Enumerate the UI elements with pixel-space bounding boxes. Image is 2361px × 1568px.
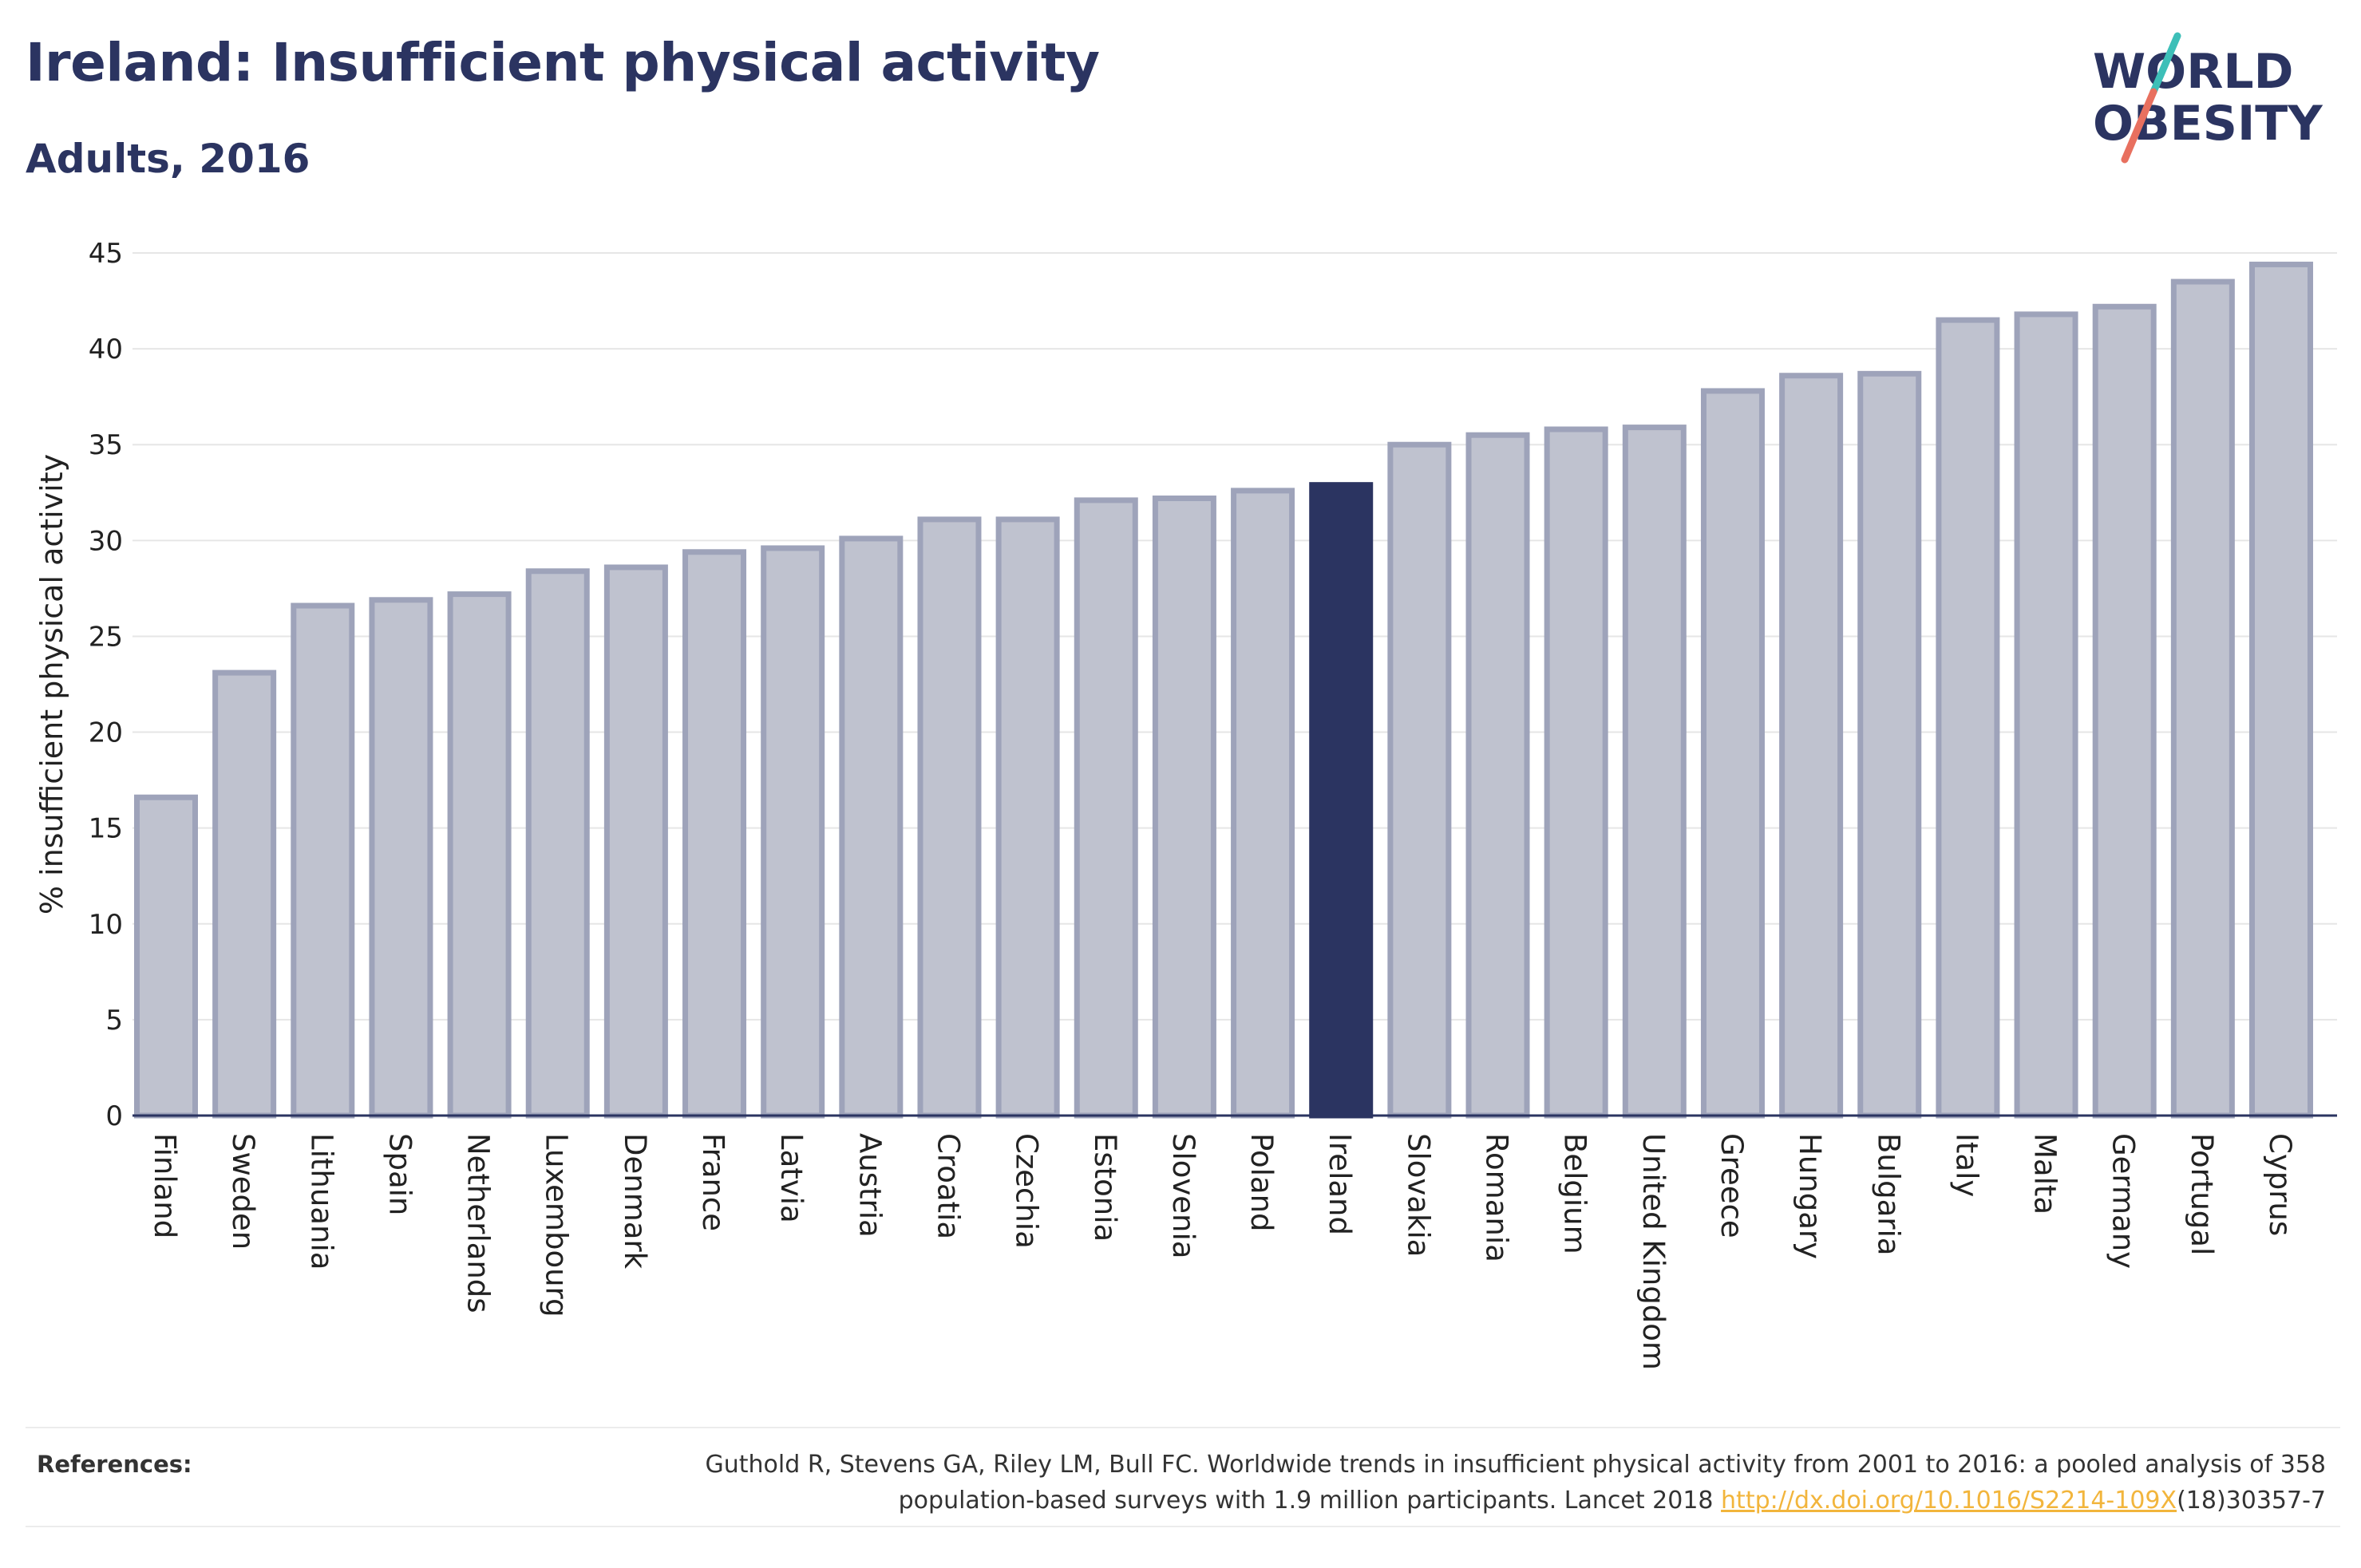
bar <box>839 535 904 1119</box>
bar-chart: 0 5 10 15 20 25 30 35 40 45 % insufficient physica… <box>34 238 2337 1370</box>
x-tick-label: Latvia <box>774 1133 809 1223</box>
bar <box>1544 426 1608 1119</box>
x-tick-label: Poland <box>1244 1133 1279 1232</box>
x-tick-label: Italy <box>1949 1133 1983 1197</box>
bar <box>603 564 668 1119</box>
bar <box>1231 488 1295 1119</box>
footer-divider-bottom <box>26 1526 2340 1527</box>
bar <box>1465 432 1530 1119</box>
y-tick-label: 5 <box>105 1005 123 1037</box>
bar <box>2092 303 2157 1119</box>
x-tick-label: Bulgaria <box>1871 1133 1905 1255</box>
footer-divider-top <box>26 1427 2340 1428</box>
bar <box>1622 425 1687 1119</box>
logo-slash-teal <box>2149 32 2181 96</box>
references-line2: population-based surveys with 1.9 millio… <box>898 1487 1722 1515</box>
bar <box>995 516 1060 1119</box>
bar-highlighted <box>1309 482 1374 1119</box>
x-tick-label: Belgium <box>1558 1133 1592 1254</box>
references-line1: Guthold R, Stevens GA, Riley LM, Bull FC… <box>705 1451 2326 1479</box>
x-tick-label: Croatia <box>931 1133 965 1239</box>
bar <box>1857 370 1922 1119</box>
x-tick-label: Portugal <box>2185 1133 2219 1255</box>
bar <box>1779 373 1844 1119</box>
y-tick-label: 30 <box>89 525 123 557</box>
x-tick-label: Denmark <box>618 1133 652 1270</box>
references-label: References: <box>37 1451 192 1478</box>
references-line2-end: (18)30357-7 <box>2177 1487 2326 1515</box>
y-tick-label: 40 <box>89 334 123 365</box>
x-tick-label: Netherlands <box>461 1133 496 1313</box>
references-doi-link[interactable]: http://dx.doi.org/10.1016/S2214-109X <box>1721 1487 2177 1515</box>
x-tick-label: United Kingdom <box>1636 1133 1671 1370</box>
bar <box>525 568 590 1119</box>
bar <box>212 669 277 1119</box>
x-tick-label: Germany <box>2106 1133 2141 1269</box>
bar <box>134 794 198 1119</box>
logo-slash-coral <box>2121 88 2157 164</box>
x-tick-label: Luxembourg <box>540 1133 574 1317</box>
bar <box>2170 278 2235 1119</box>
x-tick-label: Hungary <box>1793 1133 1827 1259</box>
y-tick-label: 0 <box>105 1100 123 1132</box>
bar <box>369 597 433 1119</box>
x-tick-label: Greece <box>1714 1133 1749 1238</box>
bar <box>1152 495 1216 1119</box>
x-tick-label: Finland <box>148 1133 182 1238</box>
y-tick-label: 25 <box>89 621 123 653</box>
logo-text-world: WORLD <box>2093 44 2293 100</box>
chart-title: Ireland: Insufficient physical activity <box>26 32 1100 93</box>
x-tick-label: Sweden <box>226 1133 260 1250</box>
y-tick-label: 10 <box>89 909 123 941</box>
y-tick-label: 45 <box>89 238 123 270</box>
y-tick-label: 15 <box>89 813 123 845</box>
world-obesity-logo: WORLD OBESITY <box>2093 32 2323 164</box>
x-tick-label: Romania <box>1480 1133 1514 1262</box>
x-tick-label: Slovakia <box>1401 1133 1435 1257</box>
x-tick-label: Czechia <box>1010 1133 1044 1249</box>
bar <box>917 516 982 1119</box>
x-tick-label: Estonia <box>1088 1133 1122 1242</box>
bar <box>1700 388 1765 1119</box>
x-tick-label: Austria <box>852 1133 887 1238</box>
bar <box>291 602 355 1119</box>
x-tick-label: France <box>696 1133 730 1231</box>
bar <box>1387 441 1452 1119</box>
bar <box>761 545 825 1119</box>
bar <box>447 591 512 1119</box>
x-tick-label: Cyprus <box>2263 1133 2297 1236</box>
x-tick-label: Malta <box>2028 1133 2062 1215</box>
y-tick-label: 20 <box>89 717 123 749</box>
bar <box>2249 261 2313 1119</box>
bar <box>1074 497 1138 1119</box>
x-tick-label: Ireland <box>1323 1133 1357 1235</box>
y-tick-label: 35 <box>89 429 123 461</box>
bar <box>1936 317 2000 1119</box>
x-tick-label: Slovenia <box>1166 1133 1200 1258</box>
y-axis-label: % insufficient physical activity <box>34 454 69 914</box>
x-tick-label: Lithuania <box>304 1133 338 1270</box>
bar <box>682 549 747 1119</box>
x-tick-label: Spain <box>382 1133 417 1215</box>
bar <box>2014 311 2078 1119</box>
chart-subtitle: Adults, 2016 <box>26 136 310 182</box>
references-text: Guthold R, Stevens GA, Riley LM, Bull FC… <box>490 1447 2326 1519</box>
